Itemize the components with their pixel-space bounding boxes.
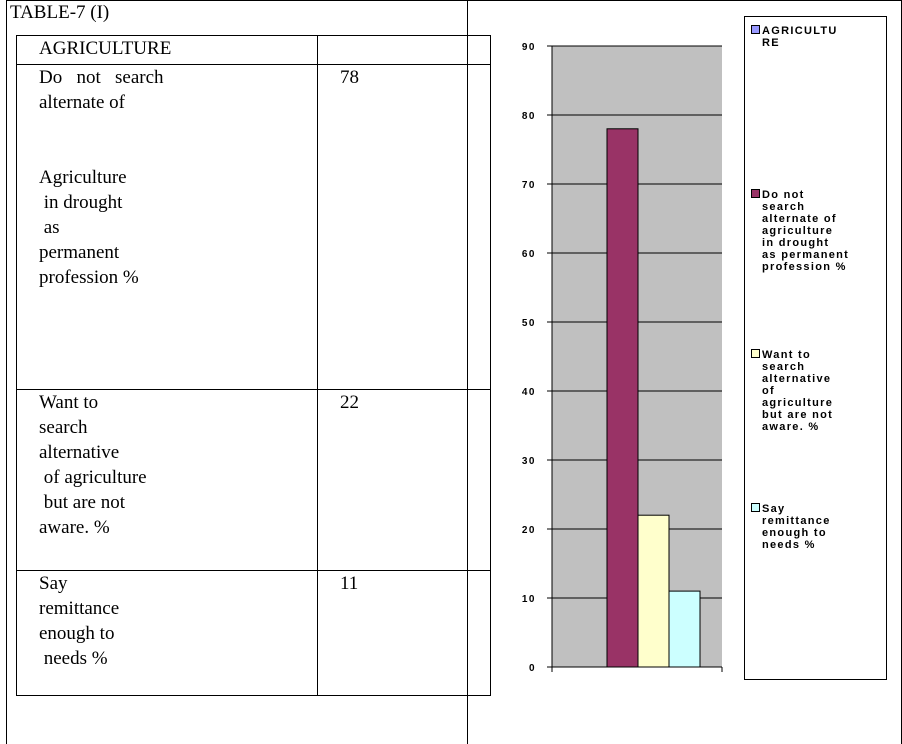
y-tick-label: 10 xyxy=(522,594,536,605)
row-label-line: needs % xyxy=(39,648,108,669)
row-label-line: alternate of xyxy=(39,92,125,113)
y-tick-label: 70 xyxy=(522,180,536,191)
row-value: 11 xyxy=(317,570,491,696)
row-label-line: of agriculture xyxy=(39,467,147,488)
legend-label: agriculture xyxy=(762,397,834,409)
row-label-line: in drought xyxy=(39,192,123,213)
legend-label-line: as permanent xyxy=(751,249,849,261)
legend-swatch xyxy=(751,25,760,34)
legend-label-line: alternative xyxy=(751,373,833,385)
row-label-line: Do not search xyxy=(39,67,164,88)
row-label-line: enough to xyxy=(39,623,115,644)
y-tick-label: 30 xyxy=(522,456,536,467)
legend-label: profession % xyxy=(762,261,847,273)
bar xyxy=(637,514,670,668)
legend-swatch xyxy=(751,189,760,198)
row-value: 22 xyxy=(317,389,491,571)
y-tick-label: 90 xyxy=(522,42,536,53)
table-row: Do not search alternate of Agriculture in… xyxy=(16,64,491,390)
table-header-row: AGRICULTURE xyxy=(16,35,491,65)
row-label: Want to search alternative of agriculture … xyxy=(16,389,318,571)
legend-label: but are not xyxy=(762,409,834,421)
y-tick-label: 50 xyxy=(522,318,536,329)
legend-label: aware. % xyxy=(762,421,820,433)
legend-swatch xyxy=(751,503,760,512)
legend-label: alternate of xyxy=(762,213,837,225)
legend-label-line: agriculture xyxy=(751,397,833,409)
legend-label: RE xyxy=(762,37,780,49)
legend-label: Want to xyxy=(762,349,812,361)
legend-label-line: aware. % xyxy=(751,421,833,433)
legend-label-line: remittance xyxy=(751,515,831,527)
row-label-line: but are not xyxy=(39,492,126,513)
legend-label-line: search xyxy=(751,201,849,213)
row-label-line: remittance xyxy=(39,598,120,619)
row-label-line: Agriculture xyxy=(39,167,127,188)
legend-label-line: Say xyxy=(751,503,831,515)
legend-item: Say remittance enough to needs % xyxy=(751,503,831,551)
legend-label-line: in drought xyxy=(751,237,849,249)
legend-label-line: Do not xyxy=(751,189,849,201)
legend-label-line: agriculture xyxy=(751,225,849,237)
y-tick-label: 20 xyxy=(522,525,536,536)
table-header: AGRICULTURE xyxy=(16,35,318,65)
legend-label: search xyxy=(762,361,806,373)
row-label-line: search xyxy=(39,417,88,438)
row-label-line: Say xyxy=(39,573,68,594)
data-table: AGRICULTURE Do not search alternate of Ag… xyxy=(16,35,491,696)
chart-legend: AGRICULTU RE Do not search alternate of agric… xyxy=(744,16,887,680)
row-label: Say remittance enough to needs % xyxy=(16,570,318,696)
legend-label: AGRICULTU xyxy=(762,25,838,37)
table-caption: TABLE-7 (I) xyxy=(10,2,110,23)
y-tick-label: 0 xyxy=(529,663,536,674)
legend-label: needs % xyxy=(762,539,816,551)
legend-label: in drought xyxy=(762,237,830,249)
legend-label: of xyxy=(762,385,775,397)
legend-label: agriculture xyxy=(762,225,834,237)
legend-label-line: enough to xyxy=(751,527,831,539)
legend-label-line: profession % xyxy=(751,261,849,273)
legend-label: as permanent xyxy=(762,249,850,261)
legend-swatch xyxy=(751,349,760,358)
row-label-line: permanent xyxy=(39,242,120,263)
y-tick-label: 60 xyxy=(522,249,536,260)
legend-label-line: of xyxy=(751,385,833,397)
legend-label-line: search xyxy=(751,361,833,373)
bar xyxy=(606,128,639,668)
legend-label-line: RE xyxy=(751,37,838,49)
row-label-line: as xyxy=(39,217,60,238)
row-value: 78 xyxy=(317,64,491,390)
y-tick-label: 80 xyxy=(522,111,536,122)
row-label-line: profession % xyxy=(39,267,139,288)
legend-label: enough to xyxy=(762,527,827,539)
legend-label: Do not xyxy=(762,189,805,201)
legend-label: Say xyxy=(762,503,786,515)
legend-item: AGRICULTU RE xyxy=(751,25,838,49)
bar xyxy=(668,590,701,668)
legend-label-line: but are not xyxy=(751,409,833,421)
legend-label-line: Want to xyxy=(751,349,833,361)
legend-label: remittance xyxy=(762,515,831,527)
legend-label-line: AGRICULTU xyxy=(751,25,838,37)
row-label-line: Want to xyxy=(39,392,99,413)
table-row: Want to search alternative of agriculture … xyxy=(16,389,491,571)
legend-label: alternative xyxy=(762,373,832,385)
legend-label-line: needs % xyxy=(751,539,831,551)
row-label-line: alternative xyxy=(39,442,120,463)
legend-label: search xyxy=(762,201,806,213)
row-label-line: aware. % xyxy=(39,517,110,538)
y-tick-label: 40 xyxy=(522,387,536,398)
legend-item: Do not search alternate of agriculture in dr… xyxy=(751,189,849,273)
legend-label-line: alternate of xyxy=(751,213,849,225)
legend-item: Want to search alternative of agriculture but… xyxy=(751,349,833,433)
table-row: Say remittance enough to needs % 11 xyxy=(16,570,491,696)
